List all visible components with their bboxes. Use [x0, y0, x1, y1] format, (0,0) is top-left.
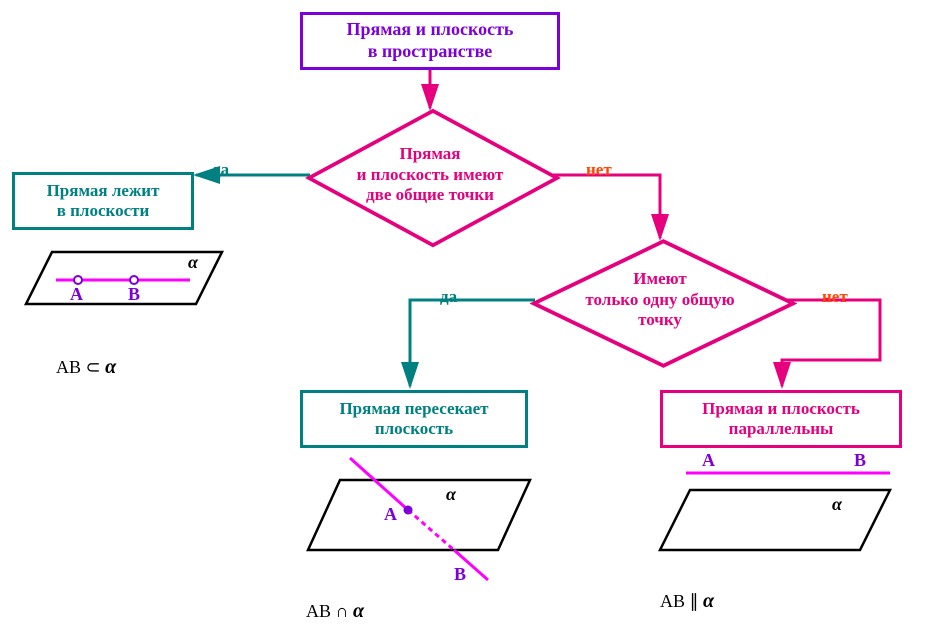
- result3-box: Прямая и плоскость параллельны: [660, 390, 902, 448]
- title-box: Прямая и плоскость в пространстве: [300, 12, 560, 70]
- result3-text: Прямая и плоскость параллельны: [702, 399, 860, 440]
- fig2-plane: [308, 480, 530, 550]
- formula2: AB ∩ α: [306, 600, 364, 623]
- fig1-label-a: A: [70, 284, 83, 304]
- decision2-text: Имеют только одну общую точку: [535, 240, 785, 360]
- fig3-label-a: A: [702, 450, 715, 470]
- result2-text: Прямая пересекает плоскость: [339, 399, 488, 440]
- fig1-label-b: B: [128, 284, 140, 304]
- decision2: Имеют только одну общую точку: [535, 240, 785, 360]
- result2-box: Прямая пересекает плоскость: [300, 390, 528, 448]
- title-text: Прямая и плоскость в пространстве: [347, 19, 514, 62]
- fig1-point-a: [74, 276, 82, 284]
- fig2-label-a: A: [384, 504, 397, 524]
- fig3-plane: [660, 490, 890, 550]
- label-no2: нет: [822, 287, 848, 307]
- label-yes2: да: [440, 287, 457, 307]
- fig3-label-b: B: [854, 450, 866, 470]
- fig2-point-a: [404, 506, 413, 515]
- decision1-text: Прямая и плоскость имеют две общие точки: [310, 110, 550, 240]
- fig2-label-b: B: [454, 564, 466, 584]
- edge-d2-r3: [782, 300, 880, 386]
- edge-d1-d2: [550, 175, 660, 238]
- formula1: AB ⊂ α: [56, 356, 116, 379]
- fig2-line-hidden: [408, 510, 454, 550]
- edge-d2-r2: [410, 300, 535, 386]
- result1-box: Прямая лежит в плоскости: [12, 172, 194, 230]
- diagram-svg: A B α A B α A B α: [0, 0, 944, 628]
- formula3: AB ∥ α: [660, 590, 714, 613]
- result1-text: Прямая лежит в плоскости: [47, 181, 160, 222]
- fig2-alpha: α: [446, 484, 457, 504]
- fig1-alpha: α: [188, 252, 199, 272]
- label-no1: нет: [586, 160, 612, 180]
- fig2-line-upper: [350, 458, 408, 510]
- fig1-point-b: [130, 276, 138, 284]
- fig3-alpha: α: [832, 494, 843, 514]
- decision1: Прямая и плоскость имеют две общие точки: [310, 110, 550, 240]
- label-yes1: да: [212, 160, 229, 180]
